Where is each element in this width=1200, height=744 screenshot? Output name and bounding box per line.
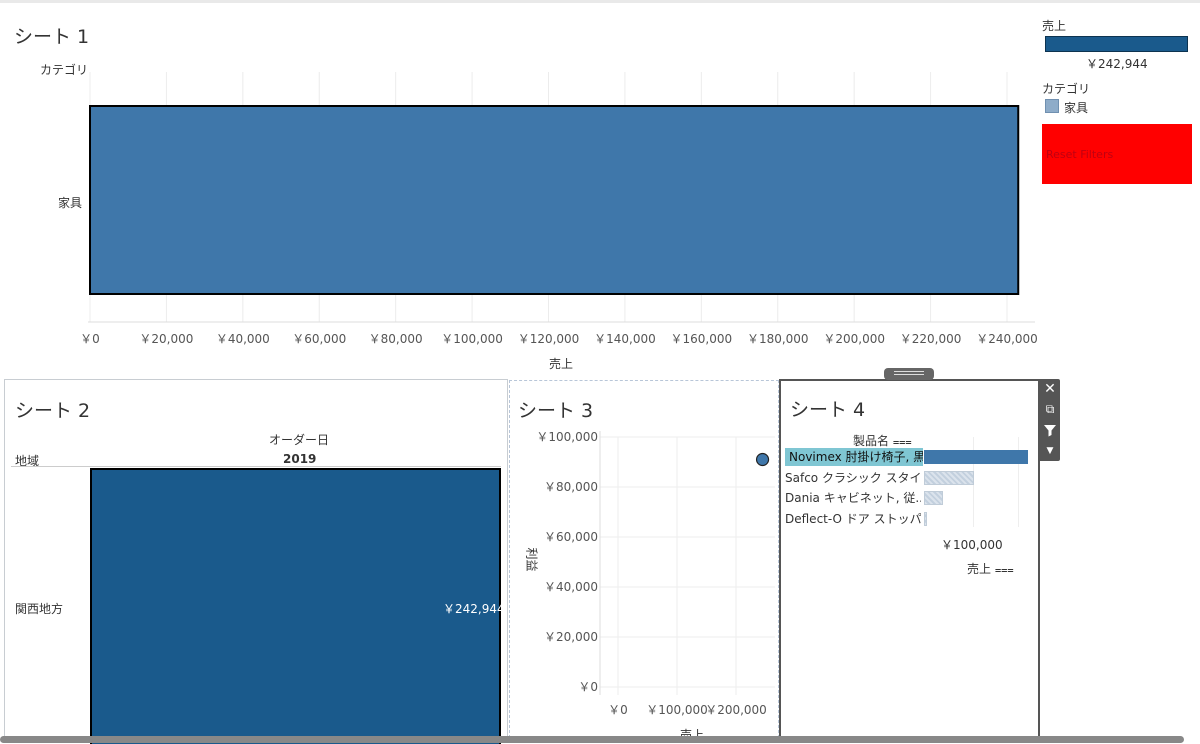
sheet4-bar[interactable] [924,511,928,526]
legend-category-swatch[interactable] [1045,99,1059,113]
sheet1-x-axis-label: 売上 [549,357,574,371]
sheet4-x-tick: ￥100,000 [941,538,1003,552]
sheet-toolbar: ✕ ⧉ ▼ [1040,379,1060,461]
legend-sales-title: 売上 [1042,19,1067,33]
more-options-icon[interactable]: ▼ [1046,446,1054,456]
sheet3-y-tick-label: ￥60,000 [544,530,598,544]
sheet4-row-label[interactable]: Novimex 肘掛け椅子, 黒 [785,448,923,466]
sheet4-row-header: 製品名 ⩶ [853,432,912,449]
sheet1-x-tick-label: ￥40,000 [216,332,270,346]
sheet3-x-tick-label: ￥0 [608,703,628,717]
sheet4-title: シート 4 [790,399,866,421]
sheet1-x-tick-label: ￥80,000 [369,332,423,346]
sheet3-y-tick-label: ￥40,000 [544,580,598,594]
sheet4-bar[interactable] [924,450,1028,464]
sheet4-x-axis-label-text: 売上 [967,562,992,576]
horizontal-scrollbar[interactable] [0,736,1184,743]
sheet4-x-axis-label: 売上 ⩶ [967,560,1014,577]
sheet2-column-header: オーダー日 [269,433,330,447]
sheet4-panel[interactable]: シート 4 製品名 ⩶ Novimex 肘掛け椅子, 黒 Safco クラシック … [779,379,1040,743]
sheet4-row[interactable]: Dania キャビネット, 従.. [781,489,1038,507]
sheet1-x-tick-label: ￥240,000 [976,332,1038,346]
sheet2-row-label: 関西地方 [15,602,64,616]
sheet1-x-tick-label: ￥120,000 [518,332,580,346]
sheet1-x-tick-label: ￥200,000 [823,332,885,346]
sheet3-panel[interactable]: シート 3 ￥100,000 ￥80,000 ￥60,000 ￥40,000 ￥20,0… [509,380,779,743]
sheet4-row-label[interactable]: Dania キャビネット, 従.. [785,491,921,505]
sheet3-y-tick-label: ￥20,000 [544,630,598,644]
sheet3-scatter-chart: ￥100,000 ￥80,000 ￥60,000 ￥40,000 ￥20,000 ￥0 ￥0… [536,430,775,717]
sheet1-x-tick-label: ￥140,000 [594,332,656,346]
resize-grip[interactable] [884,368,934,380]
sheet1-x-tick-label: ￥60,000 [292,332,346,346]
sheet1-x-tick-label: ￥160,000 [671,332,733,346]
close-icon[interactable]: ✕ [1044,381,1056,397]
sheet1-x-tick-label: ￥180,000 [747,332,809,346]
sheet2-cell-value: ￥242,944 [443,602,505,616]
sheet2-column-value: 2019 [283,452,317,466]
sheet3-title: シート 3 [518,400,594,422]
legend-category-title: カテゴリ [1042,82,1091,96]
gridline [1018,437,1019,527]
sheet4-row[interactable]: Safco クラシック スタイ.. [781,469,1038,487]
sheet2-cell-bar[interactable] [90,468,501,744]
sheet4-bar[interactable] [924,491,944,505]
sheet3-point[interactable] [755,452,770,467]
sheet1-x-tick-label: ￥100,000 [441,332,503,346]
sheet3-y-tick-label: ￥80,000 [544,480,598,494]
open-external-icon[interactable]: ⧉ [1045,402,1055,416]
top-border [0,0,1200,3]
sheet4-row-label[interactable]: Deflect-O ドア ストッパ.. [785,511,921,526]
sheet1-x-tick-label: ￥0 [80,332,100,346]
sheet1-row-header: カテゴリ [40,63,89,77]
filter-icon[interactable] [1040,420,1060,440]
sheet2-title: シート 2 [15,400,91,422]
sheet1-bar-chart: ￥0 ￥20,000 ￥40,000 ￥60,000 ￥80,000 ￥100,000 ￥1… [80,72,1038,346]
legend-sales-swatch[interactable] [1045,36,1188,52]
sheet3-x-tick-label: ￥200,000 [705,703,767,717]
sheet1-bar[interactable] [89,105,1020,295]
sheet1-title: シート 1 [14,26,90,48]
sheet2-row-header: 地域 [15,454,40,468]
legend-sales-value: ￥242,944 [1086,57,1148,71]
sheet3-y-tick-label: ￥100,000 [536,430,598,444]
sheet4-row-label[interactable]: Safco クラシック スタイ.. [785,470,921,485]
sheet4-bar[interactable] [924,470,974,485]
sheet1-x-tick-label: ￥20,000 [139,332,193,346]
sheet1-row-label: 家具 [58,196,83,210]
sheet4-row[interactable]: Deflect-O ドア ストッパ.. [781,510,1038,528]
sheet4-row[interactable]: Novimex 肘掛け椅子, 黒 [781,448,1038,466]
legend-category-item[interactable]: 家具 [1064,101,1089,115]
sheet3-y-axis-label: 利益 [524,547,539,572]
sheet2-panel[interactable]: シート 2 オーダー日 地域 2019 関西地方 ￥242,944 [4,379,508,744]
sheet4-row-header-label: 製品名 [853,434,890,448]
sheet3-y-tick-label: ￥0 [578,680,598,694]
sheet3-x-tick-label: ￥100,000 [646,703,708,717]
sheet1-x-tick-label: ￥220,000 [900,332,962,346]
sort-icon[interactable]: ⩶ [994,563,1014,576]
sort-icon[interactable]: ⩶ [892,435,912,448]
sheet2-header-divider [11,466,501,467]
reset-filters-button[interactable]: Reset Filters [1042,124,1192,184]
sheet1-panel[interactable]: シート 1 カテゴリ 家具 ￥0 ￥20,000 ￥40,000 ￥60,000 ￥80… [0,0,1040,378]
